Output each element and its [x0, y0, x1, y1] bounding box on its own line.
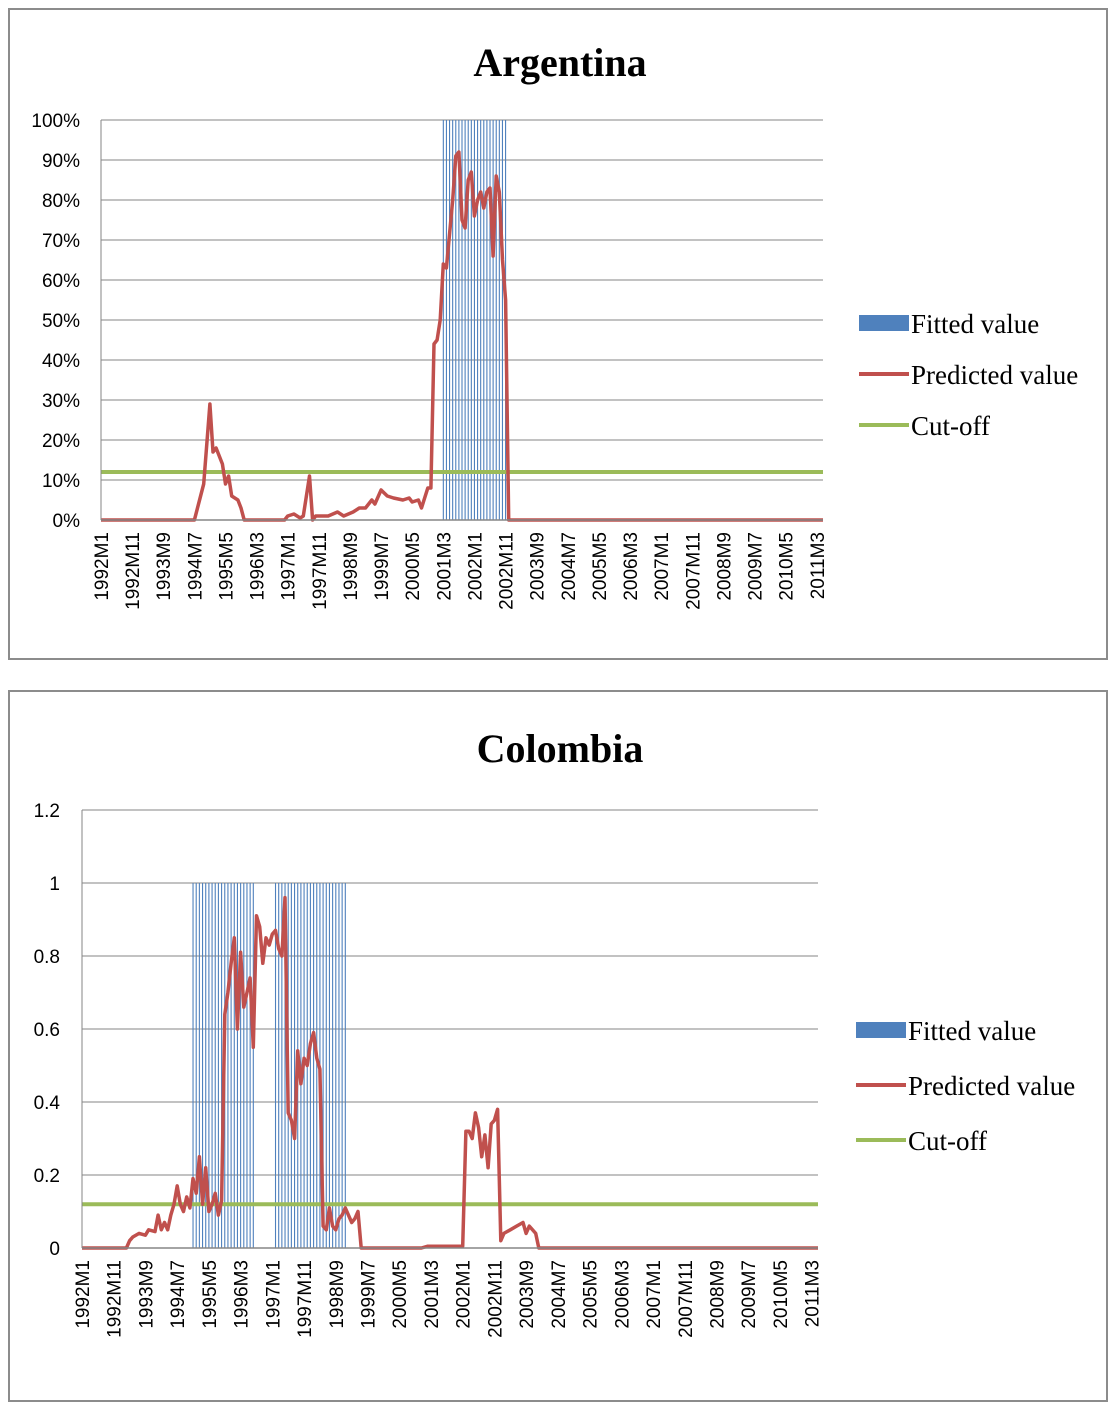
y-tick-label: 0.4	[34, 1093, 61, 1114]
x-tick-label: 2002M1	[465, 532, 486, 601]
y-tick-label: 1.2	[34, 801, 60, 822]
x-tick-label: 2003M9	[517, 1260, 538, 1329]
x-tick-label: 2005M5	[590, 532, 611, 601]
x-tick-label: 2004M7	[559, 532, 580, 601]
legend-label: Predicted value	[908, 1071, 1075, 1101]
x-tick-label: 1992M1	[73, 1260, 94, 1329]
x-tick-label: 2006M3	[612, 1260, 633, 1329]
colombia-chart: Colombia 0 0.2 0.4 0.6 0.8 1 1.2 1992M1 1992M11…	[34, 726, 1076, 1338]
x-tick-label: 1993M9	[136, 1260, 157, 1329]
x-tick-label: 2002M11	[485, 1260, 506, 1338]
colombia-chart-panel: Colombia 0 0.2 0.4 0.6 0.8 1 1.2 1992M1 1992M11…	[8, 690, 1108, 1402]
x-tick-label: 2006M3	[621, 532, 642, 601]
legend-label: Fitted value	[911, 309, 1039, 339]
x-tick-label: 1992M11	[105, 1260, 126, 1338]
argentina-chart-panel: Argentina 0% 10% 20% 30% 40% 50% 60% 70% 80% 90% 1…	[8, 8, 1108, 660]
x-tick-label: 1999M7	[372, 532, 393, 601]
x-tick-label: 2000M5	[403, 532, 424, 601]
y-tick-label: 40%	[42, 351, 80, 372]
x-tick-label: 2007M1	[652, 532, 673, 601]
argentina-chart: Argentina 0% 10% 20% 30% 40% 50% 60% 70% 80% 90% 1…	[31, 40, 1078, 610]
chart-title: Colombia	[477, 726, 644, 771]
y-tick-label: 60%	[42, 271, 80, 292]
x-tick-label: 2010M5	[777, 532, 798, 601]
x-tick-label: 1994M7	[185, 532, 206, 601]
legend-item: Fitted value	[859, 309, 1039, 339]
x-tick-label: 1998M9	[327, 1260, 348, 1329]
x-tick-label: 2005M5	[581, 1260, 602, 1329]
x-tick-label: 1997M1	[279, 532, 300, 601]
x-tick-label: 1994M7	[168, 1260, 189, 1329]
y-tick-label: 50%	[42, 311, 80, 332]
y-tick-label: 0	[49, 1239, 60, 1260]
x-tick-label: 1997M11	[295, 1260, 316, 1338]
x-tick-label: 2009M7	[746, 532, 767, 601]
x-tick-label: 2002M11	[497, 532, 518, 610]
x-tick-label: 1995M5	[216, 532, 237, 601]
x-tick-label: 2009M7	[739, 1260, 760, 1329]
predicted-value-line	[82, 895, 818, 1250]
x-tick-label: 1992M1	[92, 532, 113, 601]
x-tick-label: 1996M3	[248, 532, 269, 601]
x-tick-label: 2008M9	[707, 1260, 728, 1329]
x-tick-label: 2003M9	[528, 532, 549, 601]
legend-swatch	[856, 1022, 906, 1038]
legend-label: Predicted value	[911, 360, 1078, 390]
x-tick-label: 1996M3	[232, 1260, 253, 1329]
y-tick-label: 0%	[53, 511, 81, 532]
legend-label: Fitted value	[908, 1016, 1036, 1046]
legend-item: Predicted value	[856, 1071, 1075, 1101]
x-tick-label: 2010M5	[771, 1260, 792, 1329]
x-tick-label: 1997M1	[263, 1260, 284, 1329]
legend-item: Cut-off	[859, 411, 990, 441]
y-tick-label: 30%	[42, 391, 80, 412]
x-tick-label: 2004M7	[549, 1260, 570, 1329]
y-tick-label: 0.6	[34, 1020, 60, 1041]
x-tick-label: 2000M5	[390, 1260, 411, 1329]
x-tick-label: 2008M9	[714, 532, 735, 601]
y-tick-label: 70%	[42, 231, 80, 252]
y-tick-label: 10%	[42, 471, 80, 492]
chart-title: Argentina	[473, 40, 646, 85]
y-tick-label: 80%	[42, 191, 80, 212]
x-tick-label: 2011M3	[808, 532, 829, 599]
legend-label: Cut-off	[908, 1126, 987, 1156]
x-tick-label: 2002M1	[454, 1260, 475, 1329]
x-tick-label: 1999M7	[359, 1260, 380, 1329]
y-tick-label: 20%	[42, 431, 80, 452]
x-tick-label: 1997M11	[310, 532, 331, 610]
x-tick-label: 2007M11	[676, 1260, 697, 1338]
legend-item: Fitted value	[856, 1016, 1036, 1046]
legend-label: Cut-off	[911, 411, 990, 441]
y-tick-label: 0.8	[34, 947, 60, 968]
x-tick-label: 1995M5	[200, 1260, 221, 1329]
x-tick-label: 2001M3	[434, 532, 455, 601]
legend-swatch	[859, 315, 909, 331]
x-tick-label: 1992M11	[123, 532, 144, 610]
x-tick-label: 2007M11	[683, 532, 704, 610]
x-tick-label: 1998M9	[341, 532, 362, 601]
y-tick-label: 0.2	[34, 1166, 60, 1187]
y-tick-label: 100%	[31, 111, 80, 132]
legend-item: Cut-off	[856, 1126, 987, 1156]
x-tick-label: 1993M9	[154, 532, 175, 601]
y-tick-label: 90%	[42, 151, 80, 172]
x-tick-label: 2001M3	[422, 1260, 443, 1329]
x-tick-label: 2011M3	[803, 1260, 824, 1327]
x-tick-label: 2007M1	[644, 1260, 665, 1329]
legend-item: Predicted value	[859, 360, 1078, 390]
predicted-value-line	[101, 150, 823, 522]
y-tick-label: 1	[49, 874, 60, 895]
